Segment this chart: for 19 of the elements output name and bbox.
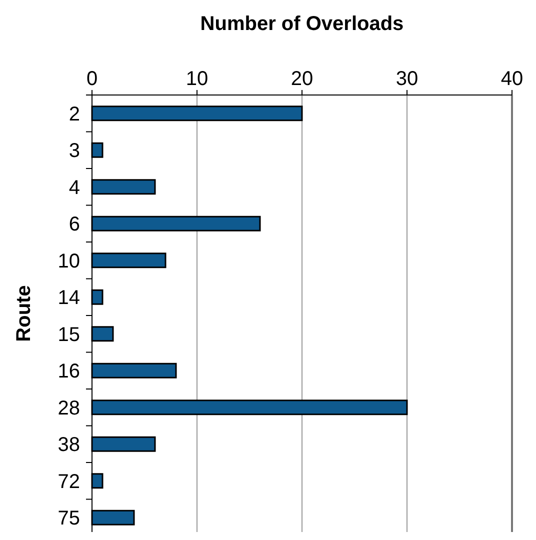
y-tick-label: 4 [68, 176, 80, 199]
x-tick-label: 0 [86, 68, 98, 90]
y-tick-label: 75 [58, 508, 80, 530]
y-tick-label: 16 [58, 360, 80, 383]
y-tick-label: 6 [68, 214, 80, 236]
y-tick-label: 2 [68, 103, 80, 126]
y-tick-label: 72 [58, 470, 80, 493]
y-tick-label: 28 [58, 397, 80, 420]
x-tick-label: 30 [396, 68, 418, 90]
y-tick-label: 3 [68, 140, 80, 162]
x-tick-label: 40 [500, 68, 524, 90]
x-tick-label: 10 [186, 68, 208, 90]
y-tick-label: 38 [58, 434, 80, 456]
x-tick-label: 20 [290, 68, 314, 90]
y-axis-title: Route [13, 285, 35, 342]
y-tick-label: 15 [58, 324, 80, 346]
y-tick-label: 10 [58, 250, 80, 272]
x-axis-title: Number of Overloads [200, 13, 404, 35]
y-tick-label: 14 [58, 287, 80, 310]
